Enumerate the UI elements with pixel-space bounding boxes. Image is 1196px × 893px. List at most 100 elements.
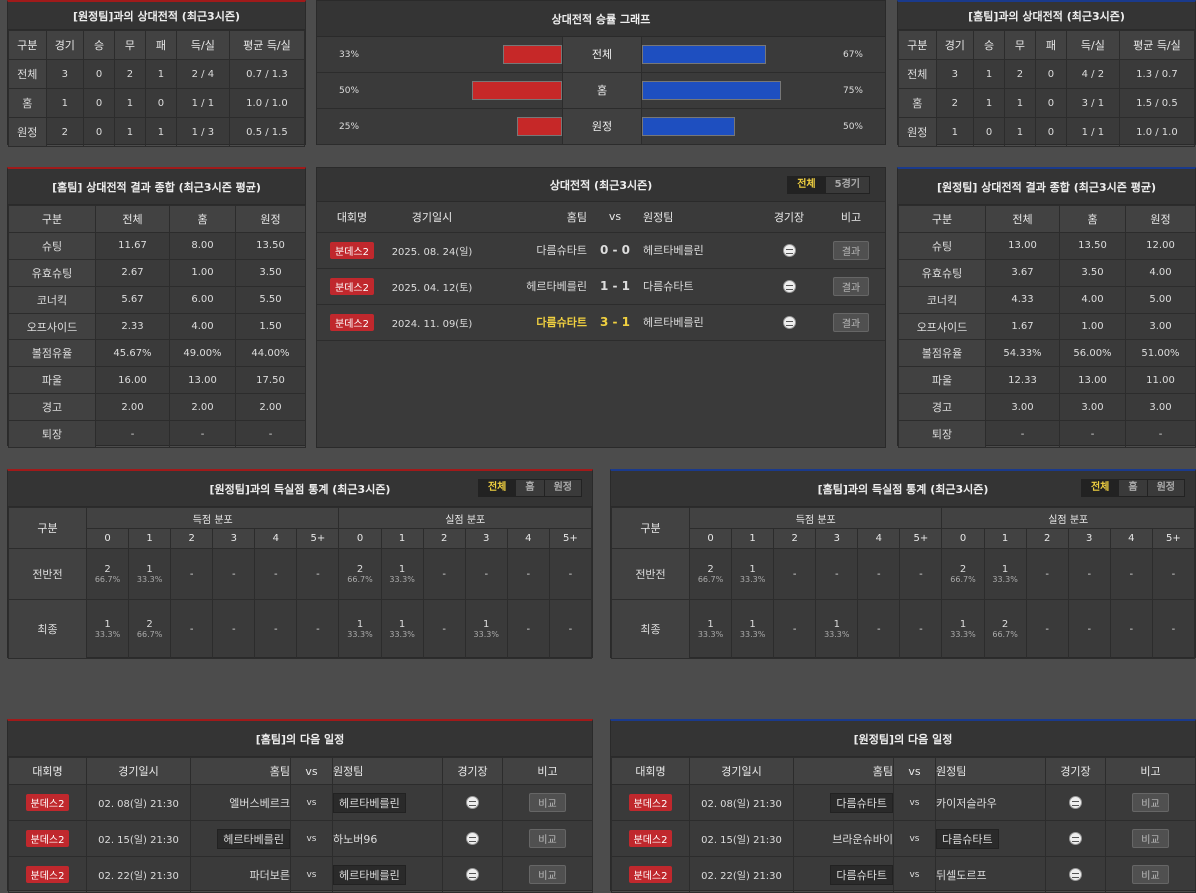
home-team: 다름슈타트 — [477, 231, 587, 269]
percent: 66.7% — [347, 575, 373, 584]
table-row: 유효슈팅 2.67 1.00 3.50 — [8, 258, 306, 287]
table-cell: 16.00 — [95, 366, 170, 395]
away-team: 하노버96 — [333, 832, 378, 846]
table-row: 경고 2.00 2.00 2.00 — [8, 393, 306, 422]
table-cell: 2 — [114, 59, 146, 89]
percent: 33.3% — [389, 575, 415, 584]
schedule-row: 분데스2 02. 15(일) 21:30 헤르타베를린 vs 하노버96 비교 — [8, 820, 593, 857]
count: 1 — [356, 619, 364, 630]
tab-all[interactable]: 전체 — [478, 480, 516, 496]
column-header: 원정팀 — [643, 202, 761, 232]
home-team: 다름슈타트 — [477, 303, 587, 341]
column-header: 경기 — [935, 30, 975, 60]
table-cell: 1 — [1004, 88, 1036, 118]
tab-5games[interactable]: 5경기 — [824, 177, 869, 193]
count: - — [274, 623, 278, 635]
match-date: 2025. 04. 12(토) — [387, 267, 477, 305]
result-button[interactable]: 결과 — [832, 276, 870, 296]
tab-home[interactable]: 홈 — [515, 480, 544, 496]
panel-title: [원정팀]의 다음 일정 — [611, 721, 1195, 757]
column-header: 홈 — [169, 205, 236, 233]
compare-button[interactable]: 비교 — [1132, 865, 1169, 884]
goal-count-header: 5+ — [548, 528, 593, 549]
column-header: 홈 — [1059, 205, 1126, 233]
group-header-row: 구분 득점 분포 실점 분포 — [611, 507, 1195, 549]
win-graph: 33% 전체 67% 50% 홈 75% 25% 원정 50% — [317, 37, 885, 145]
count: - — [1129, 568, 1134, 580]
compare-button[interactable]: 비교 — [1132, 793, 1169, 812]
count: - — [231, 623, 236, 635]
column-header: 대회명 — [8, 757, 87, 785]
count: - — [792, 568, 797, 580]
distribution-cell: - — [254, 599, 298, 659]
win-graph-right: 50% — [642, 117, 885, 136]
match-date: 02. 15(일) 21:30 — [86, 820, 191, 857]
schedule-row: 분데스2 02. 22(일) 21:30 다름슈타트 vs 뒤셀도르프 비교 — [611, 856, 1196, 893]
column-header: 구분 — [898, 205, 986, 233]
stadium-icon — [1069, 796, 1082, 809]
compare-button[interactable]: 비교 — [1132, 829, 1169, 848]
away-team: 뒤셀도르프 — [936, 868, 987, 882]
distribution-cell: - — [1109, 548, 1153, 600]
scored-group-header: 득점 분포 — [85, 507, 340, 529]
count: - — [1045, 623, 1049, 635]
distribution-cell: - — [296, 548, 340, 600]
distribution-cell: - — [254, 548, 298, 600]
column-header: 비고 — [817, 202, 885, 232]
compare-button[interactable]: 비교 — [529, 829, 566, 848]
distribution-cell: - — [422, 548, 466, 600]
panel-title: 상대전적 승률 그래프 — [317, 1, 885, 37]
row-label: 퇴장 — [8, 420, 96, 449]
tab-away[interactable]: 원정 — [1146, 480, 1184, 496]
vs-label: vs — [290, 856, 333, 893]
distribution-cell: 2 66.7% — [983, 599, 1027, 659]
league-badge: 분데스2 — [25, 794, 70, 811]
column-header: 승 — [973, 30, 1006, 60]
panel-title: [원정팀]과의 상대전적 (최근3시즌) — [8, 2, 305, 30]
goal-count-header: 5+ — [899, 528, 943, 549]
panel-title: [홈팀] 상대전적 결과 종합 (최근3시즌 평균) — [8, 169, 305, 205]
distribution-cell: 1 33.3% — [464, 599, 508, 659]
distribution-cell: - — [1067, 599, 1111, 659]
count: 1 — [707, 619, 714, 630]
count: - — [568, 568, 573, 580]
compare-button[interactable]: 비교 — [529, 865, 566, 884]
stadium-icon — [782, 243, 796, 257]
next-home-panel: [홈팀]의 다음 일정 대회명 경기일시 홈팀 vs 원정팀 경기장 비고 분데스2 02. 0… — [7, 719, 593, 893]
panel-title: [홈팀]의 다음 일정 — [8, 721, 592, 757]
percent: 33.3% — [697, 630, 724, 639]
win-graph-right: 75% — [642, 81, 885, 100]
result-button[interactable]: 결과 — [832, 312, 870, 332]
away-team: 카이저슬라우 — [936, 796, 997, 810]
table-cell: 1.00 — [1059, 312, 1126, 341]
header-row: 구분 경기 승 무 패 득/실 평균 득/실 — [898, 30, 1196, 60]
count: - — [877, 623, 881, 635]
tab-away[interactable]: 원정 — [543, 480, 581, 496]
conceded-group-header: 실점 분포 — [941, 507, 1195, 529]
tab-home[interactable]: 홈 — [1118, 480, 1147, 496]
table-row: 퇴장 - - - — [898, 420, 1196, 449]
goal-count-header: 5+ — [1151, 528, 1196, 549]
away-team: 헤르타베를린 — [643, 303, 761, 341]
h2h-tabs: 전체 5경기 — [787, 176, 870, 194]
table-row: 코너킥 4.33 4.00 5.00 — [898, 285, 1196, 314]
result-button[interactable]: 결과 — [832, 240, 870, 260]
panel-title-text: 상대전적 (최근3시즌) — [549, 178, 653, 192]
table-cell: 5.67 — [95, 285, 170, 314]
column-header: 경기일시 — [387, 202, 477, 232]
tab-all[interactable]: 전체 — [788, 177, 825, 193]
distribution-cell: 1 33.3% — [941, 599, 985, 659]
compare-button[interactable]: 비교 — [529, 793, 566, 812]
tab-all[interactable]: 전체 — [1081, 480, 1119, 496]
home-team: 다름슈타트 — [830, 864, 893, 885]
table-cell: 2.33 — [95, 312, 170, 341]
count: - — [834, 568, 839, 580]
vs-label: vs — [893, 820, 936, 857]
distribution-cell: 1 33.3% — [731, 548, 775, 600]
count: - — [919, 568, 923, 580]
row-label: 최종 — [8, 599, 87, 659]
distribution-cell: 2 66.7% — [128, 599, 172, 659]
column-header: 구분 — [898, 30, 937, 60]
